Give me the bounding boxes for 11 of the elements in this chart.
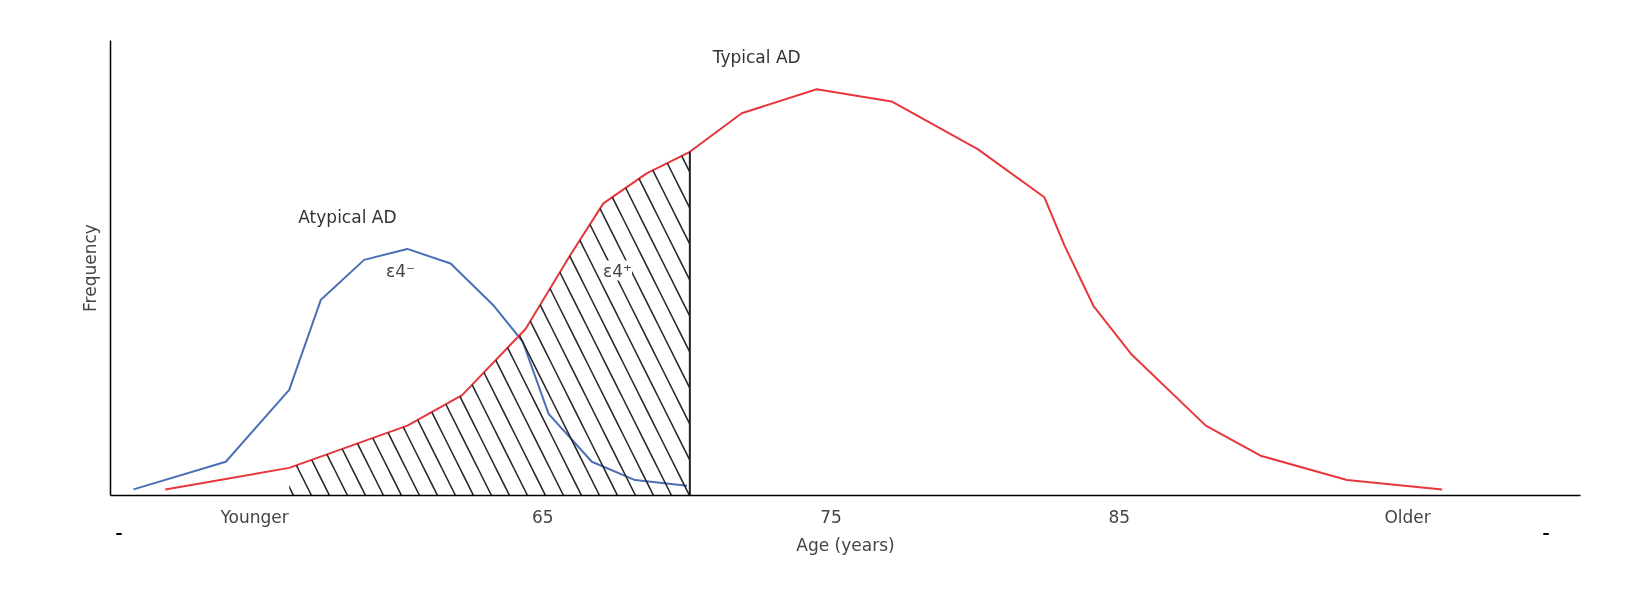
x-tick-label: Older bbox=[1384, 506, 1431, 527]
annotation: ε4⁺ bbox=[603, 260, 632, 281]
x-axis-title: Age (years) bbox=[796, 534, 895, 555]
x-tick-label: 65 bbox=[532, 506, 554, 527]
x-tick-label: 85 bbox=[1108, 506, 1131, 527]
series-label: Typical AD bbox=[711, 47, 801, 68]
series-label: Atypical AD bbox=[298, 206, 397, 227]
x-tick-label: 75 bbox=[820, 506, 842, 527]
x-tick-label: Younger bbox=[219, 506, 289, 527]
annotation: ε4⁻ bbox=[386, 260, 415, 281]
y-axis-title: Frequency bbox=[79, 224, 100, 312]
